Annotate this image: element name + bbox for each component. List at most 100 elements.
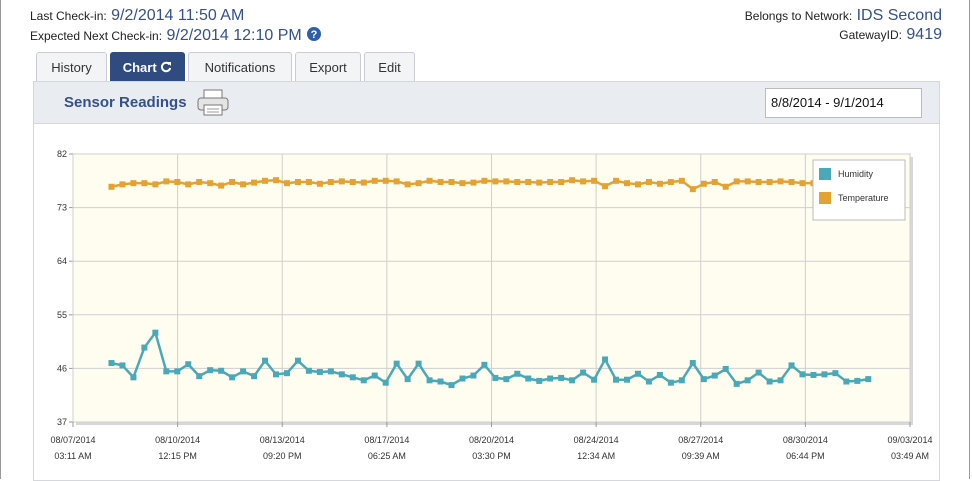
chart: 37 46 55 64 73 82 08/07/2014 03:11 AM 08/10/2014… (50, 149, 932, 461)
y-tick-label: 46 (57, 363, 67, 373)
point (569, 177, 576, 184)
gateway: GatewayID: 9419 (839, 26, 942, 44)
point (338, 371, 345, 378)
legend-label: Humidity (838, 169, 874, 179)
point (558, 374, 565, 381)
help-icon[interactable]: ? (306, 26, 322, 42)
point (623, 180, 630, 187)
print-icon[interactable] (196, 88, 232, 118)
point (722, 183, 729, 190)
tab[interactable]: Edit (364, 52, 415, 82)
y-tick-label: 37 (57, 417, 67, 427)
point (733, 178, 740, 185)
point (294, 178, 301, 185)
value: 9419 (906, 26, 942, 43)
point (613, 376, 620, 383)
x-tick-label: 09:20 PM (263, 451, 302, 461)
point (349, 374, 356, 381)
point (656, 180, 663, 187)
point (207, 367, 214, 374)
point (349, 178, 356, 185)
point (283, 180, 290, 187)
x-tick-label: 08/13/2014 (260, 435, 305, 445)
tab[interactable]: Export (295, 52, 361, 82)
point (382, 177, 389, 184)
point (492, 374, 499, 381)
point (470, 372, 477, 379)
legend-swatch (819, 168, 831, 180)
point (152, 329, 159, 336)
point (415, 360, 422, 367)
x-tick-label: 08/10/2014 (155, 435, 200, 445)
x-tick-label: 08/27/2014 (678, 435, 723, 445)
label: Belongs to Network: (744, 9, 853, 23)
point (174, 368, 181, 375)
point (196, 373, 203, 380)
point (591, 376, 598, 383)
network: Belongs to Network: IDS Second (745, 7, 942, 25)
point (273, 177, 280, 184)
point (689, 186, 696, 193)
point (426, 377, 433, 384)
point (547, 375, 554, 382)
x-tick-label: 03:49 AM (891, 451, 929, 461)
x-tick-label: 06:25 AM (368, 451, 406, 461)
window-edge (969, 0, 970, 479)
series-line (111, 178, 869, 191)
point (788, 178, 795, 185)
value: 9/2/2014 12:10 PM (166, 27, 302, 44)
x-tick-label: 09:39 AM (682, 451, 720, 461)
point (700, 376, 707, 383)
point (744, 178, 751, 185)
x-tick-label: 03:30 PM (472, 451, 511, 461)
point (865, 376, 872, 383)
panel-title: Sensor Readings (64, 94, 187, 111)
point (218, 367, 225, 374)
point (470, 179, 477, 186)
point (415, 180, 422, 187)
tab[interactable]: Chart (110, 52, 185, 82)
point (448, 178, 455, 185)
point (788, 362, 795, 369)
point (382, 379, 389, 386)
x-tick-label: 08/17/2014 (364, 435, 409, 445)
value: 9/2/2014 11:50 AM (111, 7, 245, 24)
point (854, 377, 861, 384)
refresh-icon (161, 61, 172, 73)
x-tick-label: 12:15 PM (158, 451, 197, 461)
point (130, 180, 137, 187)
point (744, 377, 751, 384)
tab[interactable]: Notifications (188, 52, 292, 82)
point (229, 374, 236, 381)
point (634, 370, 641, 377)
tab[interactable]: History (36, 52, 107, 82)
point (623, 376, 630, 383)
point (525, 375, 532, 382)
point (536, 377, 543, 384)
point (207, 180, 214, 187)
point (602, 183, 609, 190)
point (799, 180, 806, 187)
point (305, 367, 312, 374)
point (558, 178, 565, 185)
expected-checkin: Expected Next Check-in: 9/2/2014 12:10 P… (30, 26, 322, 45)
point (766, 178, 773, 185)
point (163, 178, 170, 185)
point (711, 178, 718, 185)
point (667, 178, 674, 185)
point (733, 380, 740, 387)
point (141, 344, 148, 351)
point (481, 177, 488, 184)
point (459, 375, 466, 382)
point (283, 370, 290, 377)
point (251, 373, 258, 380)
point (163, 368, 170, 375)
point (810, 371, 817, 378)
point (316, 180, 323, 187)
date-range-input[interactable]: 8/8/2014 - 9/1/2014 (765, 88, 922, 118)
panel: Sensor Readings 8/8/2014 - 9/1/2014 37 46… (33, 81, 940, 481)
x-tick-label: 03:11 AM (54, 451, 91, 461)
x-tick-label: 08/24/2014 (574, 435, 619, 445)
point (185, 181, 192, 188)
point (371, 372, 378, 379)
